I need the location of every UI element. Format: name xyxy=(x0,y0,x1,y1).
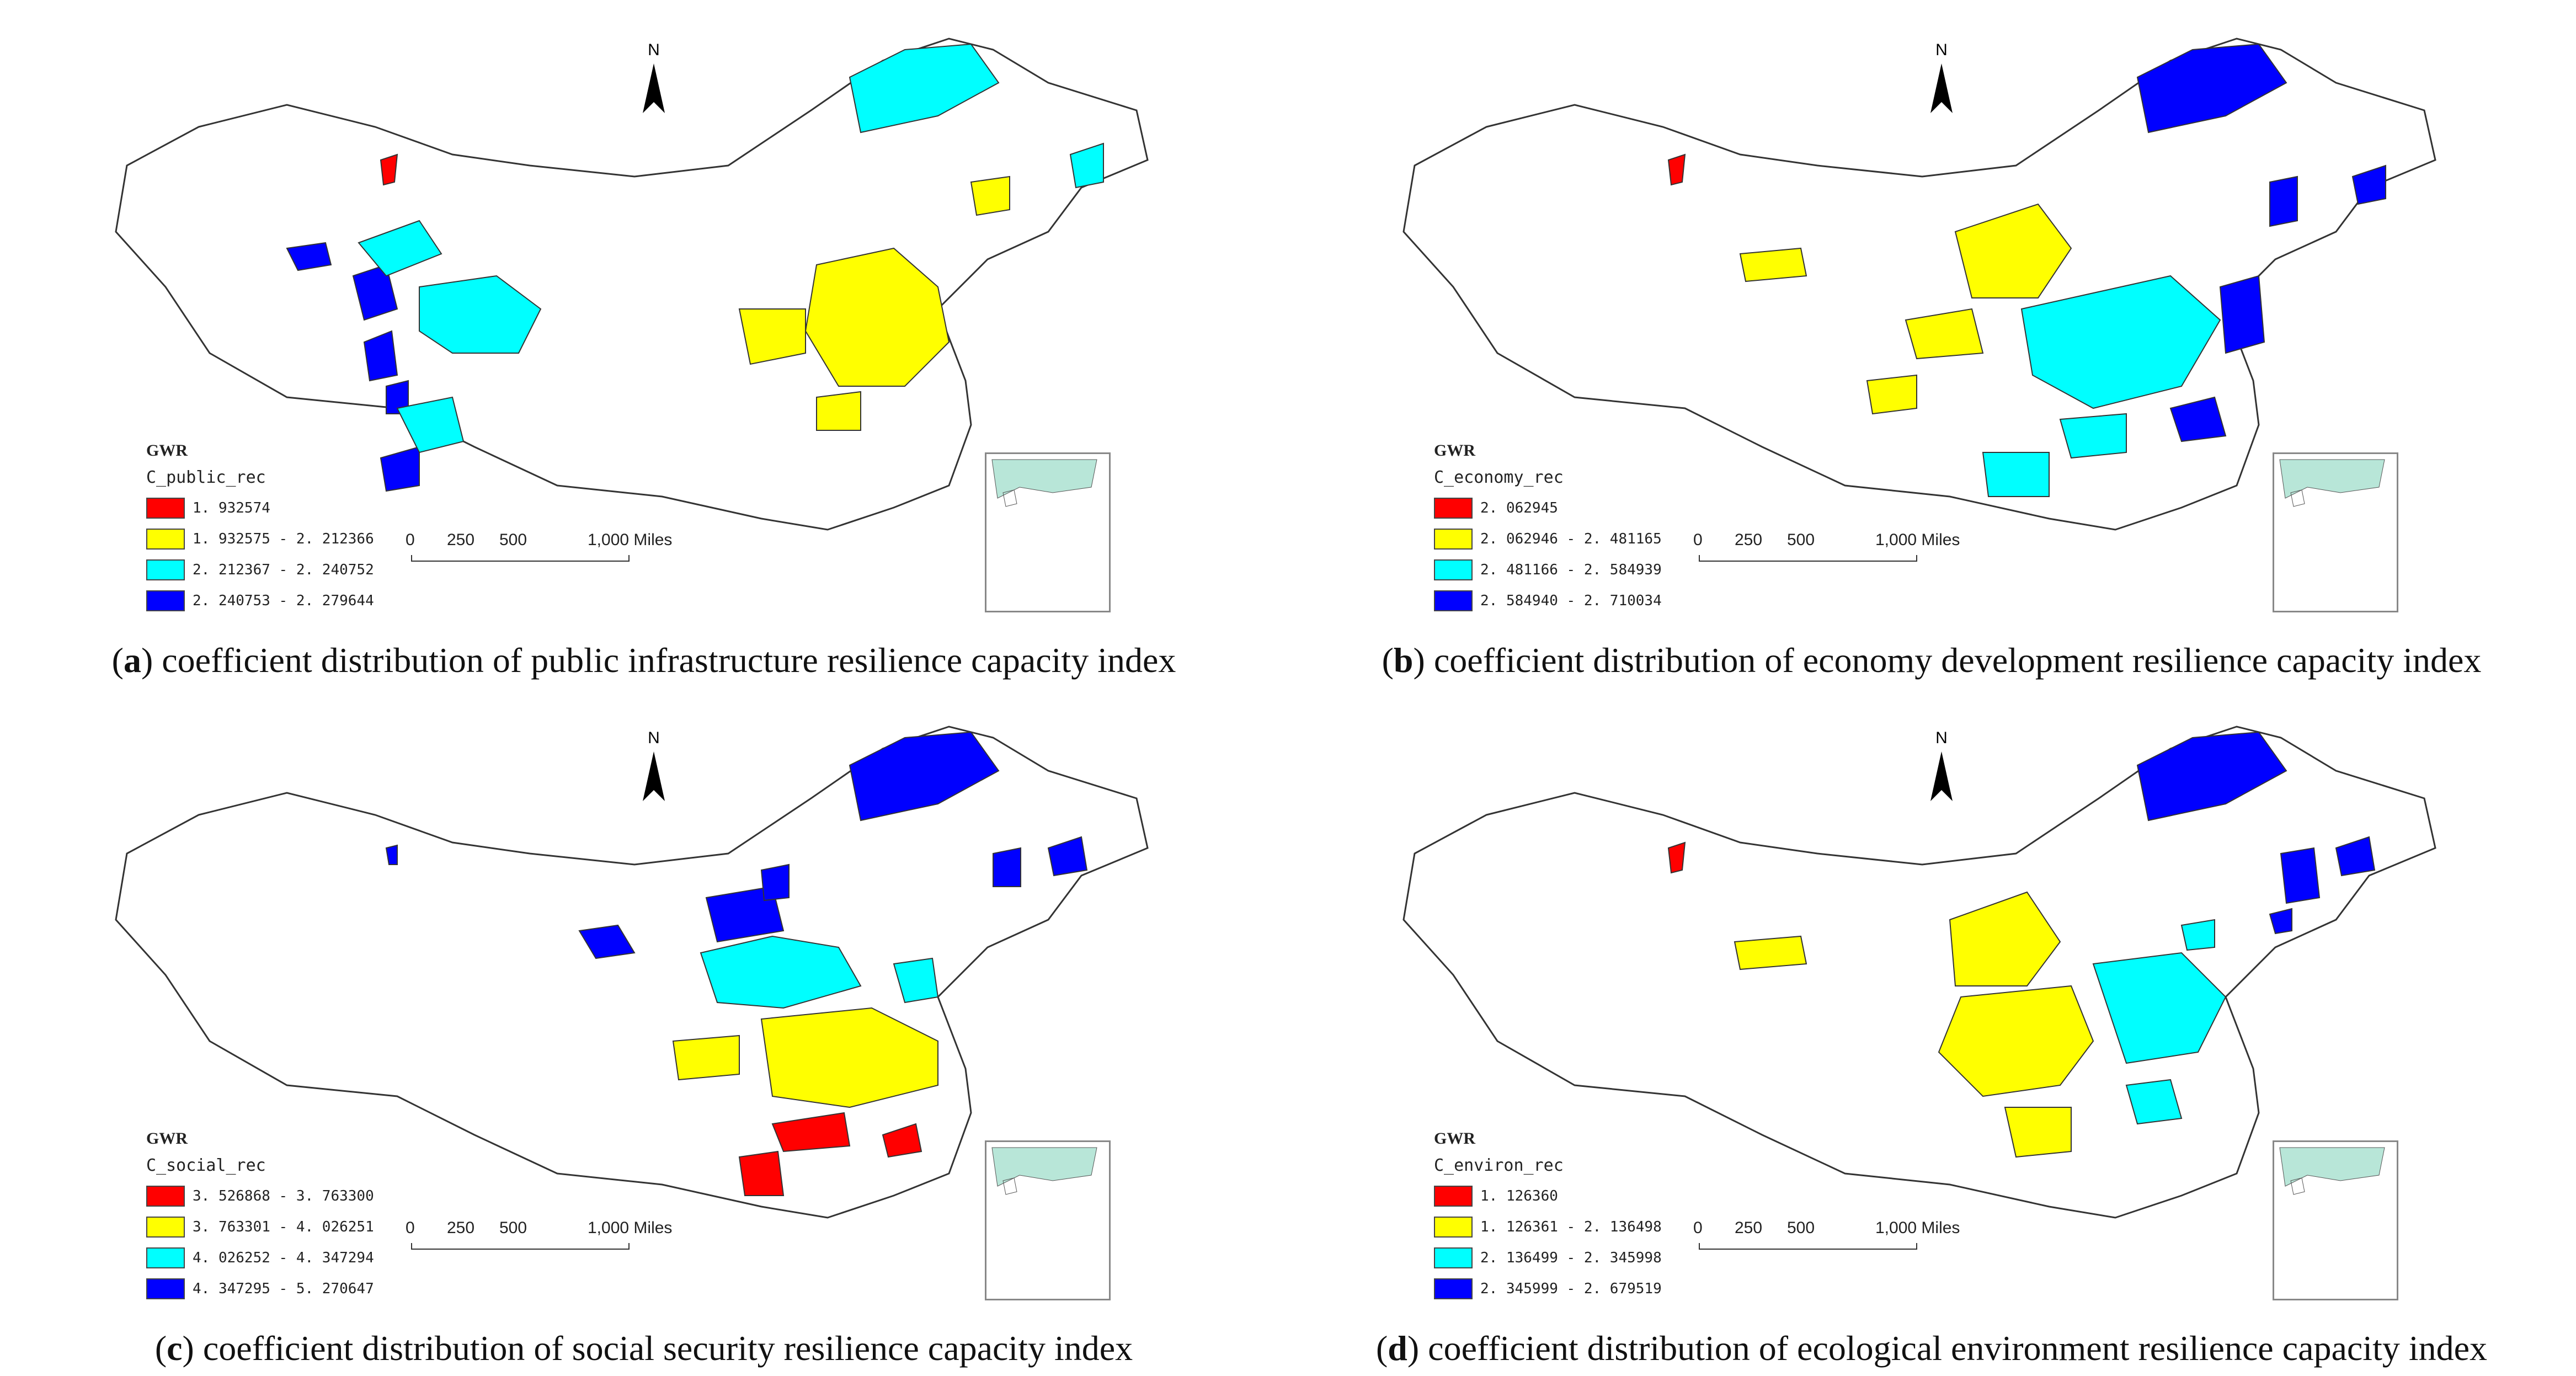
scale-bar: 0 250 500 1,000 Miles xyxy=(406,531,672,564)
legend-field: C_environ_rec xyxy=(1434,1156,1564,1175)
legend-item: 2. 481166 - 2. 584939 xyxy=(1434,554,1662,585)
north-arrow: N xyxy=(1922,39,1961,121)
map-panel-d: N GWR C_environ_rec 1. 126360 1. 126361 … xyxy=(1288,688,2575,1376)
region-red xyxy=(380,153,398,186)
legend-title: GWR xyxy=(1434,1129,1475,1148)
legend-item: 2. 062946 - 2. 481165 xyxy=(1434,524,1662,554)
china-map xyxy=(1402,38,2436,531)
panel-caption: (c) coefficient distribution of social s… xyxy=(154,1329,1133,1368)
scale-bar: 0 250 500 1,000 Miles xyxy=(406,1219,672,1252)
china-map xyxy=(115,726,1149,1219)
region-cyan xyxy=(2092,919,2227,1125)
south-china-sea-inset xyxy=(2273,1140,2398,1300)
legend-item: 2. 136499 - 2. 345998 xyxy=(1434,1242,1662,1273)
region-blue xyxy=(2136,43,2386,442)
north-label: N xyxy=(1935,41,1948,59)
legend-field: C_social_rec xyxy=(146,1156,266,1175)
region-yellow xyxy=(738,175,1010,431)
scale-bar: 0 250 500 1,000 Miles xyxy=(1693,1219,1960,1252)
china-map xyxy=(115,38,1149,531)
panel-caption: (b) coefficient distribution of economy … xyxy=(1382,641,2482,680)
north-arrow: N xyxy=(634,727,673,809)
north-arrow: N xyxy=(1922,727,1961,809)
legend-item: 4. 347295 - 5. 270647 xyxy=(146,1273,374,1304)
legend-item: 2. 212367 - 2. 240752 xyxy=(146,554,374,585)
south-china-sea-inset xyxy=(985,452,1111,612)
map-panel-c: N GWR C_social_rec 3. 526868 - 3. 763300… xyxy=(0,688,1288,1376)
legend: GWR C_environ_rec 1. 126360 1. 126361 - … xyxy=(1434,1129,1662,1304)
map-panel-a: N GWR C_public_rec 1. 932574 1. 932575 -… xyxy=(0,0,1288,688)
legend: GWR C_social_rec 3. 526868 - 3. 763300 3… xyxy=(146,1129,374,1304)
china-outline xyxy=(1402,726,2436,1219)
legend: GWR C_public_rec 1. 932574 1. 932575 - 2… xyxy=(146,441,374,616)
panel-caption: (a) coefficient distribution of public i… xyxy=(111,641,1176,680)
region-blue xyxy=(2136,731,2376,935)
south-china-sea-inset xyxy=(985,1140,1111,1300)
region-yellow xyxy=(672,1007,938,1108)
legend-item: 2. 240753 - 2. 279644 xyxy=(146,585,374,616)
legend-title: GWR xyxy=(1434,441,1475,460)
region-cyan xyxy=(700,935,939,1009)
legend-field: C_public_rec xyxy=(146,468,266,487)
region-cyan xyxy=(358,43,1104,454)
legend-item: 3. 763301 - 4. 026251 xyxy=(146,1212,374,1242)
north-arrow: N xyxy=(634,39,673,121)
legend-item: 2. 584940 - 2. 710034 xyxy=(1434,585,1662,616)
china-map xyxy=(1402,726,2436,1219)
legend-item: 1. 932575 - 2. 212366 xyxy=(146,524,374,554)
legend-item: 1. 126360 xyxy=(1434,1181,1662,1212)
south-china-sea-inset xyxy=(2273,452,2398,612)
legend-item: 1. 126361 - 2. 136498 xyxy=(1434,1212,1662,1242)
panel-caption: (d) coefficient distribution of ecologic… xyxy=(1375,1329,2488,1368)
legend-item: 1. 932574 xyxy=(146,493,374,524)
scale-bar: 0 250 500 1,000 Miles xyxy=(1693,531,1960,564)
north-label: N xyxy=(1935,729,1948,747)
legend-title: GWR xyxy=(146,1129,188,1148)
region-blue xyxy=(385,731,1088,959)
legend-title: GWR xyxy=(146,441,188,460)
region-red xyxy=(1667,153,1686,186)
legend-item: 2. 345999 - 2. 679519 xyxy=(1434,1273,1662,1304)
legend-item: 4. 026252 - 4. 347294 xyxy=(146,1242,374,1273)
region-red xyxy=(1667,841,1686,874)
north-label: N xyxy=(648,41,660,59)
china-outline xyxy=(115,38,1149,531)
region-cyan xyxy=(1982,275,2221,497)
region-red xyxy=(738,1112,922,1196)
region-yellow xyxy=(1739,203,2072,415)
legend-item: 3. 526868 - 3. 763300 xyxy=(146,1181,374,1212)
legend: GWR C_economy_rec 2. 062945 2. 062946 - … xyxy=(1434,441,1662,616)
legend-field: C_economy_rec xyxy=(1434,468,1564,487)
north-label: N xyxy=(648,729,660,747)
legend-item: 2. 062945 xyxy=(1434,493,1662,524)
map-panel-b: N GWR C_economy_rec 2. 062945 2. 062946 … xyxy=(1288,0,2575,688)
region-yellow xyxy=(1734,891,2094,1158)
